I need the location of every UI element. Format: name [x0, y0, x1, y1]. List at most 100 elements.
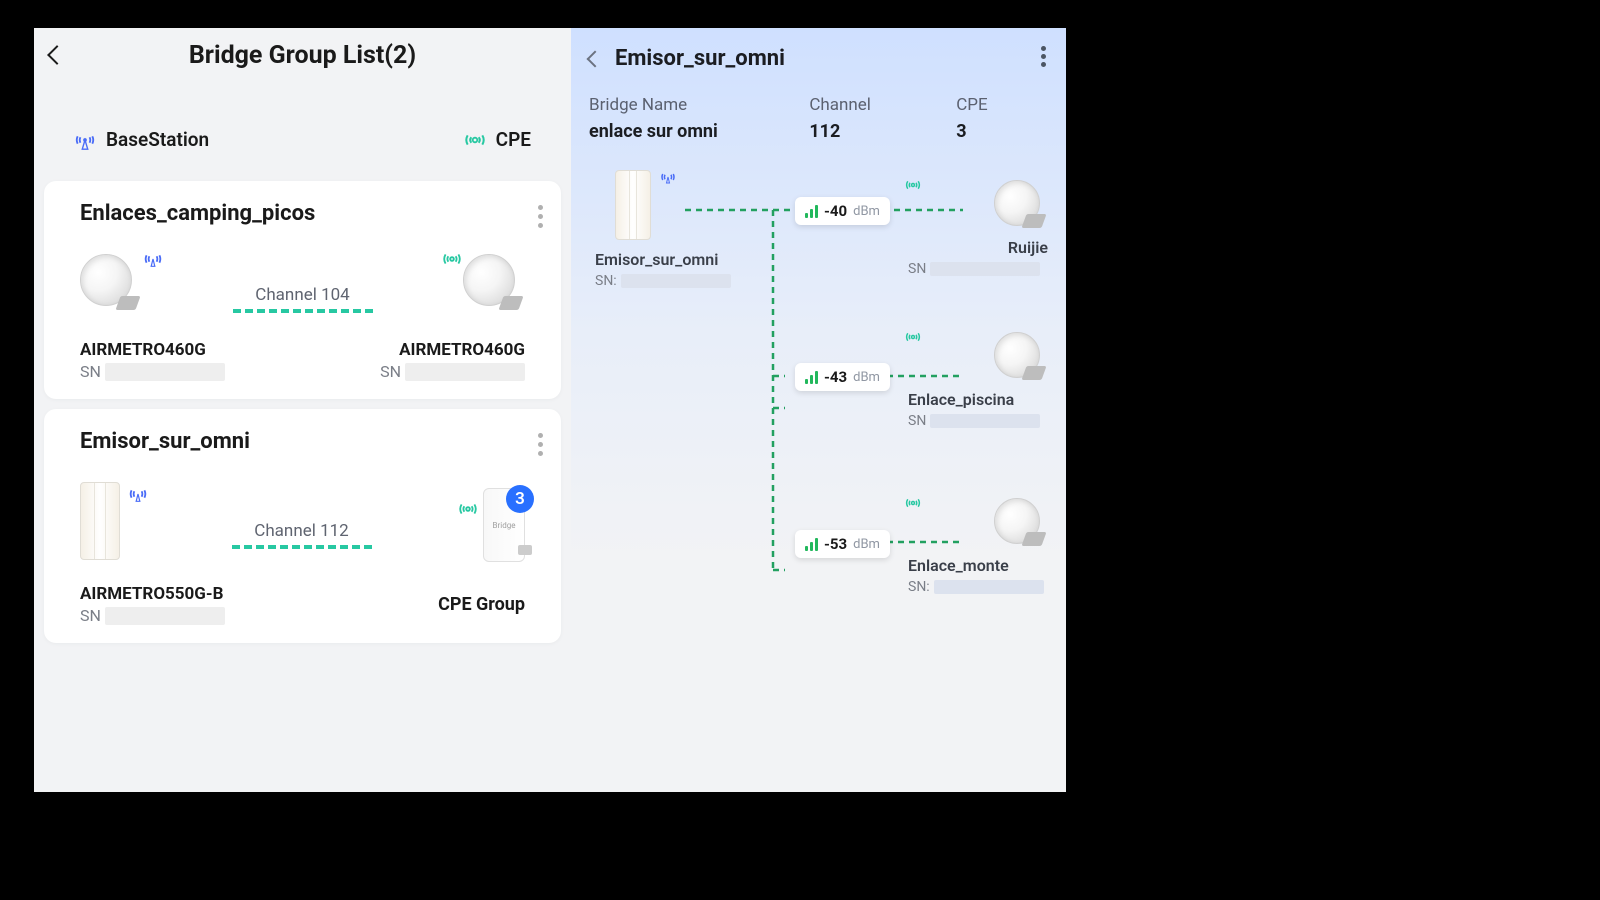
bridge-group-card[interactable]: Enlaces_camping_picos Ch: [44, 181, 561, 399]
base-labels: AIRMETRO550G-B SN: [80, 572, 225, 625]
info-col-cpe: CPE 3: [956, 95, 1048, 142]
base-labels: AIRMETRO460G SN: [80, 328, 225, 381]
cpe-group-label: CPE Group: [438, 594, 525, 615]
link-line: [233, 309, 373, 313]
base-model: AIRMETRO550G-B: [80, 584, 223, 604]
sn-label: SN:: [908, 579, 930, 595]
omni-device-icon: [615, 170, 651, 240]
more-icon[interactable]: [538, 433, 543, 456]
sn-value-masked: [930, 262, 1040, 276]
detail-header: Emisor_sur_omni: [585, 28, 1052, 81]
bridge-group-card[interactable]: Emisor_sur_omni Channel 112: [44, 409, 561, 643]
cpe-group-device: Bridge 3: [483, 488, 525, 562]
sn-row: SN: [380, 362, 525, 381]
more-icon[interactable]: [538, 205, 543, 228]
cpe-model: AIRMETRO460G: [399, 340, 525, 360]
info-label: Channel: [809, 95, 956, 115]
detail-title: Emisor_sur_omni: [615, 46, 785, 71]
cpe-icon: [464, 129, 486, 151]
topology-diagram: Emisor_sur_omni SN: Ruijie SN: [585, 170, 1052, 670]
link-line: [232, 545, 372, 549]
cpe-group-device-icon: Bridge 3: [483, 488, 525, 562]
cpe-signal-icon: [904, 494, 922, 516]
dbm-unit: dBm: [853, 370, 880, 385]
cpe-node[interactable]: Enlace_monte SN:: [908, 498, 1048, 595]
basestation-signal-icon: [127, 483, 149, 509]
cpe-labels: CPE Group: [438, 582, 525, 615]
sn-row: SN: [908, 261, 1048, 277]
base-node-name: Emisor_sur_omni: [595, 250, 745, 269]
dbm-value: -40: [824, 202, 847, 220]
back-icon[interactable]: [587, 50, 604, 67]
basestation-icon: [74, 129, 96, 151]
signal-bars-icon: [805, 204, 818, 218]
dbm-unit: dBm: [853, 537, 880, 552]
channel-label: Channel 104: [255, 285, 349, 305]
cpe-node[interactable]: Enlace_piscina SN: [908, 332, 1048, 429]
legend-row: BaseStation CPE: [34, 78, 571, 171]
cpe-name: Enlace_monte: [908, 556, 1048, 575]
bridge-detail-panel: Emisor_sur_omni Bridge Name enlace sur o…: [571, 28, 1066, 792]
sn-row: SN:: [908, 579, 1048, 595]
signal-bars-icon: [805, 370, 818, 384]
cpe-signal-icon: [904, 176, 922, 198]
info-col-channel: Channel 112: [809, 95, 956, 142]
app-frame: Bridge Group List(2) BaseStation: [34, 28, 1066, 792]
left-header: Bridge Group List(2): [34, 28, 571, 78]
signal-badge: -43 dBm: [795, 363, 890, 391]
sn-label: SN: [380, 362, 401, 381]
base-model: AIRMETRO460G: [80, 340, 206, 360]
bridge-group-list-panel: Bridge Group List(2) BaseStation: [34, 28, 571, 792]
channel-value: 112: [809, 121, 956, 142]
info-label: Bridge Name: [589, 95, 809, 115]
basestation-signal-icon: [142, 248, 164, 274]
cpe-count-badge: 3: [506, 485, 534, 513]
group-name: Emisor_sur_omni: [60, 429, 545, 454]
sn-label: SN:: [595, 273, 617, 289]
sn-row: SN: [80, 362, 225, 381]
channel-block: Channel 112: [120, 501, 483, 549]
group-name: Enlaces_camping_picos: [60, 201, 545, 226]
sn-value-masked: [105, 363, 225, 381]
dish-icon: [80, 254, 142, 316]
cpe-signal-icon: [441, 248, 463, 274]
cpe-name: Ruijie: [908, 238, 1048, 257]
cpe-node[interactable]: Ruijie SN: [908, 180, 1048, 277]
sn-value-masked: [105, 607, 225, 625]
channel-block: Channel 104: [142, 265, 463, 313]
basestation-signal-icon: [659, 168, 677, 190]
dish-icon: [994, 180, 1048, 234]
legend-cpe-label: CPE: [496, 128, 531, 151]
omni-device-icon: [80, 482, 120, 560]
cpe-group-wrapper: Bridge 3: [483, 488, 525, 562]
cpe-device: [463, 254, 525, 324]
sn-value-masked: [930, 414, 1040, 428]
legend-cpe: CPE: [464, 128, 531, 151]
dish-icon: [463, 254, 525, 316]
signal-bars-icon: [805, 537, 818, 551]
cpe-signal-icon: [457, 498, 479, 524]
sn-row: SN:: [595, 273, 745, 289]
card-body: Channel 104: [60, 244, 545, 324]
sn-row: SN: [908, 413, 1048, 429]
base-device: [80, 482, 120, 568]
base-device: [80, 254, 142, 324]
card-labels: AIRMETRO460G SN AIRMETRO460G SN: [60, 324, 545, 381]
channel-label: Channel 112: [254, 521, 348, 541]
sn-label: SN: [80, 362, 101, 381]
sn-label: SN: [80, 606, 101, 625]
info-label: CPE: [956, 95, 1048, 115]
legend-basestation: BaseStation: [74, 128, 209, 151]
cpe-labels: AIRMETRO460G SN: [380, 328, 525, 381]
base-node[interactable]: Emisor_sur_omni SN:: [595, 170, 745, 289]
sn-value-masked: [934, 580, 1044, 594]
info-col-bridge: Bridge Name enlace sur omni: [589, 95, 809, 142]
cpe-count-value: 3: [956, 121, 1048, 142]
more-icon[interactable]: [1041, 46, 1046, 67]
sn-row: SN: [80, 606, 225, 625]
page-title: Bridge Group List(2): [34, 41, 571, 70]
dish-icon: [994, 332, 1048, 386]
dbm-value: -53: [824, 535, 847, 553]
cpe-signal-icon: [904, 328, 922, 350]
sn-label: SN: [908, 413, 926, 429]
